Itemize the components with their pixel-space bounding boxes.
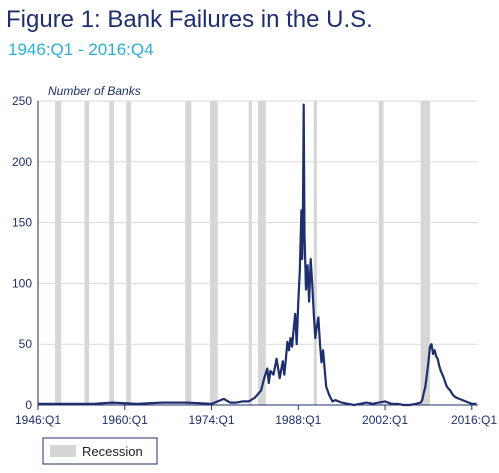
y-tick-label-150: 150 xyxy=(12,216,32,230)
recession-band-4 xyxy=(185,101,192,405)
recession-band-9 xyxy=(378,101,384,405)
y-tick-label-0: 0 xyxy=(25,398,32,412)
x-tick-label-3: 1988:Q1 xyxy=(275,413,321,427)
chart-title: Figure 1: Bank Failures in the U.S. xyxy=(6,6,373,33)
x-tick-label-2: 1974:Q1 xyxy=(188,413,234,427)
x-tick-label-1: 1960:Q1 xyxy=(102,413,148,427)
legend-label-recession: Recession xyxy=(82,444,143,459)
x-tick-label-0: 1946:Q1 xyxy=(15,413,61,427)
legend-frame xyxy=(42,437,158,465)
y-tick-label-200: 200 xyxy=(12,155,32,169)
recession-band-10 xyxy=(420,101,430,405)
recession-band-6 xyxy=(248,101,252,405)
x-tick-label-5: 2016:Q1 xyxy=(451,413,497,427)
y-tick-label-100: 100 xyxy=(12,276,32,290)
recession-band-1 xyxy=(84,101,90,405)
chart-subtitle: 1946:Q1 - 2016:Q4 xyxy=(8,40,154,59)
recession-band-2 xyxy=(109,101,114,405)
recession-band-0 xyxy=(55,101,62,405)
legend-swatch-recession xyxy=(50,445,76,457)
bank-failures-series-line xyxy=(38,103,477,407)
y-tick-label-50: 50 xyxy=(19,337,33,351)
legend: Recession xyxy=(42,437,158,465)
recession-band-5 xyxy=(209,101,218,405)
recession-band-7 xyxy=(258,101,266,405)
y-axis-label: Number of Banks xyxy=(48,84,141,98)
x-tick-label-4: 2002:Q1 xyxy=(362,413,408,427)
recession-band-3 xyxy=(126,101,131,405)
y-tick-label-250: 250 xyxy=(12,94,32,108)
recession-band-8 xyxy=(313,101,317,405)
